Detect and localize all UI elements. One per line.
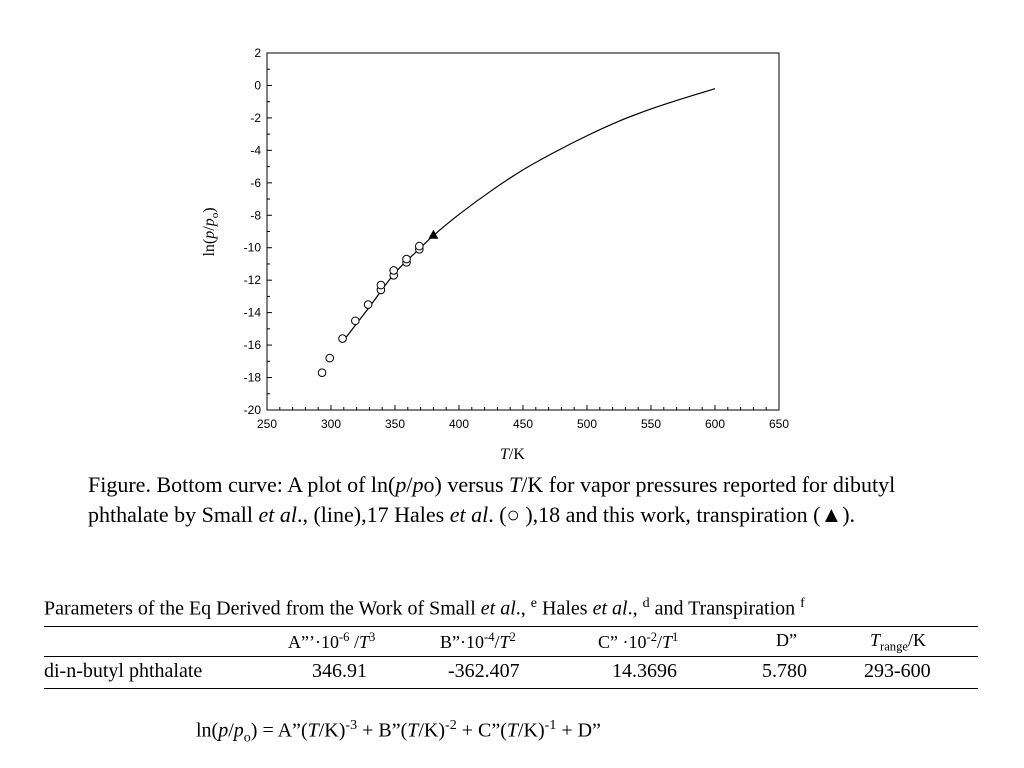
x-tick-label: 450 [513, 417, 533, 431]
data-point-hales [376, 280, 386, 290]
y-axis-ticks: 2 0 -2 -4 -6 -8 -10 -12 -14 -16 -18 -20 [244, 46, 272, 417]
x-tick-label: 300 [321, 417, 341, 431]
vapor-pressure-chart: 250 300 350 400 450 500 550 600 650 2 0 -2 -4 -6 -8 -1… [201, 46, 789, 431]
cell-c: 14.3696 [612, 660, 677, 682]
series-layer [317, 88, 716, 377]
y-tick-label: -10 [244, 241, 262, 255]
equation: ln(p/po) = A”(T/K)-3 + B”(T/K)-2 + C”(T/… [196, 718, 601, 746]
y-axis-label: ln(p/po) [201, 207, 221, 256]
x-tick-label: 600 [705, 417, 725, 431]
x-tick-label: 650 [769, 417, 789, 431]
x-tick-label: 500 [577, 417, 597, 431]
y-tick-label: -14 [244, 306, 262, 320]
data-point-hales [325, 353, 335, 363]
cell-range: 293-600 [864, 660, 931, 682]
x-axis-ticks: 250 300 350 400 450 500 550 600 650 [257, 405, 789, 431]
table-rule-top [44, 626, 978, 627]
header-a: A”’·10-6 /T3 [288, 630, 376, 652]
data-point-hales [317, 368, 327, 377]
data-point-hales [363, 300, 373, 309]
header-b: B”·10-4/T2 [440, 630, 516, 652]
table-rule-bottom [44, 688, 978, 689]
data-point-hales [415, 241, 424, 251]
data-point-hales [402, 254, 411, 264]
y-tick-label: -16 [244, 338, 262, 352]
data-point-hales [338, 334, 347, 343]
data-point-hales [389, 266, 399, 275]
y-tick-label: -4 [250, 143, 261, 157]
x-tick-label: 550 [641, 417, 661, 431]
y-tick-label: -8 [250, 208, 261, 222]
x-tick-label: 400 [449, 417, 469, 431]
y-tick-label: 0 [254, 78, 261, 92]
header-range: Trange/K [870, 630, 926, 654]
table-title: Parameters of the Eq Derived from the Wo… [44, 596, 805, 620]
open-circle-symbol: ○ [506, 502, 520, 527]
table-rule-mid [44, 656, 978, 657]
filled-triangle-symbol: ▲ [820, 502, 843, 527]
cell-b: -362.407 [448, 660, 520, 682]
y-tick-label: 2 [254, 46, 261, 60]
x-tick-label: 350 [385, 417, 405, 431]
y-tick-label: -6 [250, 176, 261, 190]
x-axis-label: T/K [500, 446, 525, 463]
figure-caption: Figure. Bottom curve: A plot of ln(p/po)… [88, 472, 896, 527]
header-d: D” [776, 630, 797, 650]
y-tick-label: -20 [244, 403, 262, 417]
data-point-transpiration [428, 229, 439, 239]
data-point-hales [351, 316, 360, 326]
cell-d: 5.780 [762, 660, 807, 682]
header-c: C” ·10-2/T1 [598, 630, 679, 652]
cell-a: 346.91 [312, 660, 367, 682]
plot-frame [266, 52, 780, 411]
y-tick-label: -2 [250, 111, 261, 125]
y-tick-label: -18 [244, 371, 262, 385]
cell-compound: di-n-butyl phthalate [44, 660, 203, 682]
series-line-small [343, 88, 716, 341]
y-tick-label: -12 [244, 273, 262, 287]
x-tick-label: 250 [257, 417, 277, 431]
